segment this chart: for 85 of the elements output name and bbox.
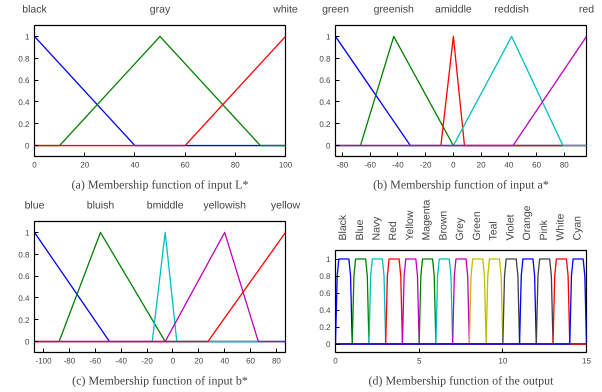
x-tick-label: 0: [32, 160, 38, 170]
x-tick-label: 60: [246, 356, 256, 366]
text: red: [578, 4, 594, 16]
y-tick-label: 0.4: [319, 98, 332, 107]
x-tick-label: -20: [141, 356, 154, 366]
text: greenish: [374, 4, 414, 16]
y-tick-label: 0.6: [319, 289, 332, 298]
y-tick-label: 0.6: [319, 76, 332, 86]
x-tick-label: 20: [476, 160, 486, 170]
y-tick-label: 0.6: [18, 272, 30, 282]
y-tick-label: 0.4: [319, 306, 332, 315]
text: (d) Membership function of the output: [368, 374, 554, 388]
x-tick-label: 0: [333, 356, 338, 366]
x-tick-label: -40: [392, 160, 404, 170]
y-tick-label: 1: [326, 255, 332, 264]
text: Teal: [488, 221, 500, 240]
y-tick-label: 0.2: [319, 120, 332, 129]
text: Navy: [370, 216, 382, 240]
text: white: [272, 4, 298, 16]
x-tick-label: 0: [451, 160, 456, 170]
text: blue: [24, 200, 45, 212]
x-tick-label: 40: [130, 160, 140, 170]
x-tick-label: -80: [336, 160, 349, 170]
y-tick-label: 0.8: [18, 250, 30, 260]
y-tick-label: 1: [25, 228, 30, 238]
x-tick-label: 80: [272, 356, 282, 366]
y-tick-label: 0.8: [319, 54, 332, 64]
text: Red: [387, 221, 400, 240]
text: reddish: [494, 4, 529, 16]
y-tick-label: 0.4: [18, 294, 30, 303]
y-tick-label: 0: [326, 142, 332, 151]
text: White: [554, 214, 567, 240]
text: Yellow: [404, 210, 416, 240]
x-tick-label: 0: [170, 356, 176, 366]
x-tick-label: 40: [504, 160, 514, 170]
y-tick-label: 0.2: [319, 323, 332, 332]
text: Black: [337, 214, 350, 240]
x-tick-label: 60: [180, 160, 190, 170]
y-tick-label: 0.2: [18, 316, 30, 325]
text: yellow: [270, 200, 301, 212]
text: Green: [470, 211, 483, 240]
text: (c) Membership function of input b*: [72, 374, 248, 388]
text: green: [322, 4, 350, 16]
text: Cyan: [571, 216, 584, 240]
text: Violet: [504, 214, 516, 240]
text: Blue: [354, 219, 366, 240]
text: Brown: [437, 210, 450, 240]
y-tick-label: 0.4: [18, 98, 30, 107]
x-tick-label: 5: [416, 356, 422, 366]
text: Orange: [521, 205, 534, 240]
x-tick-label: 80: [560, 160, 570, 170]
x-tick-label: 100: [278, 160, 293, 170]
x-tick-label: -60: [364, 160, 376, 170]
x-tick-label: -80: [64, 356, 76, 366]
text: (a) Membership function of input L*: [72, 178, 248, 192]
text: bmiddle: [146, 200, 184, 212]
text: Magenta: [420, 199, 433, 240]
text: (b) Membership function of input a*: [373, 178, 549, 192]
text: gray: [150, 4, 171, 16]
y-tick-label: 0: [25, 142, 30, 151]
x-tick-label: -100: [36, 356, 52, 366]
y-tick-label: 1: [326, 32, 332, 42]
text: bluish: [86, 200, 114, 212]
x-tick-label: -40: [115, 356, 128, 366]
y-tick-label: 0.6: [18, 76, 30, 86]
text: Grey: [454, 216, 466, 240]
text: amiddle: [434, 4, 472, 16]
y-tick-label: 0.8: [319, 272, 332, 281]
x-tick-label: 15: [582, 356, 592, 366]
x-tick-label: -20: [420, 160, 432, 170]
y-tick-label: 0.2: [18, 120, 30, 129]
text: black: [22, 4, 48, 16]
x-tick-label: 80: [230, 160, 240, 170]
x-tick-label: 20: [194, 356, 204, 366]
y-tick-label: 0: [25, 338, 30, 347]
y-tick-label: 0: [326, 340, 332, 349]
y-tick-label: 1: [25, 32, 30, 42]
y-tick-label: 0.8: [18, 54, 30, 64]
x-tick-label: 40: [220, 356, 230, 366]
text: Pink: [538, 219, 550, 240]
x-tick-label: 20: [80, 160, 90, 170]
x-tick-label: 60: [532, 160, 542, 170]
x-tick-label: -60: [90, 356, 102, 366]
x-tick-label: 10: [498, 356, 508, 366]
text: yellowish: [203, 200, 246, 212]
